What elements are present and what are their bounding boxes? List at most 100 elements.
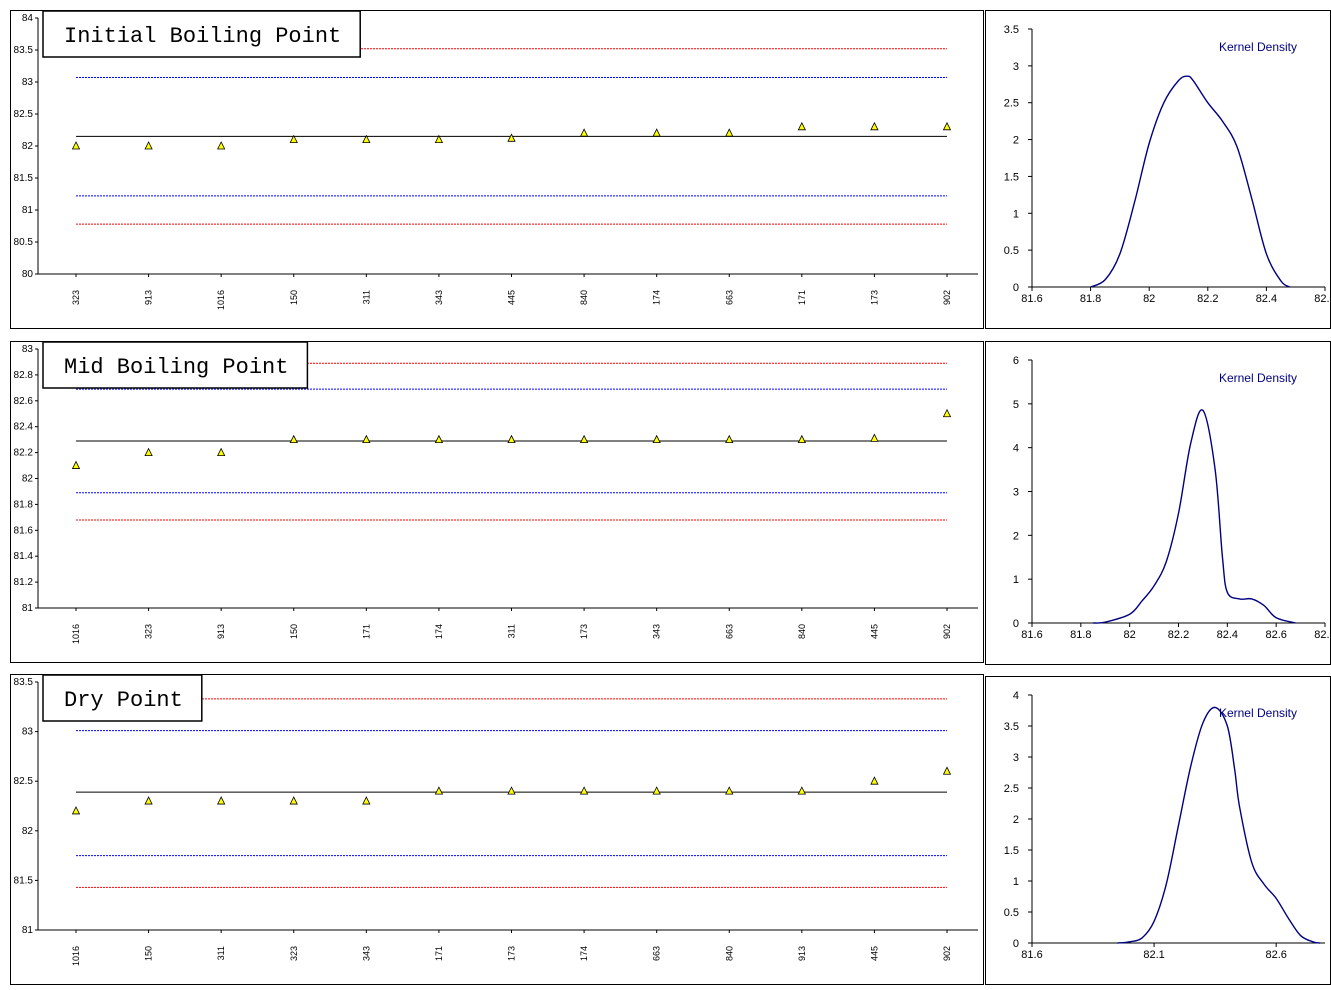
y-tick-label: 84 (22, 13, 34, 24)
y-tick-label: 1 (1013, 574, 1019, 586)
y-tick-label: 81 (22, 205, 34, 216)
density-chart-svg: 0 0.5 1 1.5 2 2.5 3 3.5 4 81.6 82.1 82.6 Kernel Dens… (985, 676, 1331, 985)
x-tick-label: 445 (507, 290, 517, 305)
x-tick-label: 171 (797, 290, 807, 305)
x-tick-label: 663 (724, 290, 734, 305)
data-point (71, 141, 81, 150)
x-tick-label: 323 (71, 290, 81, 305)
y-tick-label: 83.5 (14, 677, 34, 688)
x-tick-label: 445 (869, 624, 879, 639)
x-tick-label: 343 (652, 624, 662, 639)
data-point (217, 796, 226, 805)
x-tick-label: 81.6 (1021, 293, 1042, 305)
data-point (797, 121, 806, 131)
y-tick-label: 81 (22, 925, 34, 936)
x-tick-label: 174 (579, 946, 589, 961)
data-point (942, 766, 952, 775)
y-tick-label: 2.5 (1004, 783, 1019, 795)
data-point (652, 128, 661, 137)
data-point (362, 134, 371, 144)
data-point (725, 434, 734, 444)
y-tick-label: 83 (22, 727, 34, 738)
y-tick-label: 83.5 (14, 45, 34, 56)
data-point (217, 141, 226, 150)
data-point (652, 434, 661, 444)
x-tick-label: 173 (579, 624, 589, 639)
chart-frame (10, 10, 984, 329)
y-tick-label: 3 (1013, 61, 1019, 73)
data-point (870, 776, 879, 785)
x-tick-label: 840 (724, 946, 734, 961)
y-tick-label: 2 (1013, 135, 1019, 147)
x-tick-label: 81.8 (1070, 629, 1091, 641)
y-tick-label: 0.5 (1004, 245, 1019, 257)
density-chart-mid-boiling: 0 1 2 3 4 5 6 81.6 81.8 82 82.2 82.4 82.6 82.8 Kernel … (985, 341, 1331, 665)
x-tick-label: 311 (216, 946, 226, 960)
y-tick-label: 2 (1013, 530, 1019, 542)
chart-frame (985, 676, 1331, 985)
title-box (42, 674, 203, 722)
x-tick-label: 902 (942, 946, 952, 961)
data-point (289, 134, 298, 144)
data-point (579, 128, 589, 137)
y-tick-label: 1 (1013, 208, 1019, 220)
title-box (42, 341, 309, 389)
chart-frame (10, 341, 984, 663)
x-tick-label: 173 (869, 290, 879, 305)
x-tick-label: 150 (289, 624, 299, 639)
y-tick-label: 83 (22, 77, 34, 88)
x-tick-label: 1016 (216, 290, 226, 310)
control-chart-initial-boiling: 80 80.5 81 81.5 82 82.5 83 83.5 84 323 913 1016 150 3… (10, 10, 984, 329)
x-tick-label: 81.6 (1021, 949, 1042, 961)
y-tick-label: 0 (1013, 282, 1019, 294)
y-tick-label: 80.5 (14, 237, 34, 248)
control-chart-mid-boiling: 81 81.2 81.4 81.6 81.8 82 82.2 82.4 82.6 82.8 83 10… (10, 341, 984, 663)
y-tick-label: 82.2 (14, 448, 34, 459)
x-tick-label: 82.8 (1314, 629, 1331, 641)
chart-frame (985, 10, 1331, 329)
y-tick-label: 81.4 (14, 551, 34, 562)
y-tick-label: 3 (1013, 487, 1019, 499)
data-point (434, 434, 444, 444)
data-point (652, 786, 661, 795)
legend-label: Kernel Density (1219, 706, 1297, 720)
y-tick-label: 0 (1013, 618, 1019, 630)
y-tick-label: 81.6 (14, 525, 34, 536)
control-chart-svg: 80 80.5 81 81.5 82 82.5 83 83.5 84 323 913 1016 150 3… (10, 10, 984, 329)
y-tick-label: 2.5 (1004, 98, 1019, 110)
chart-frame (985, 341, 1331, 665)
density-chart-initial-boiling: 0 0.5 1 1.5 2 2.5 3 3.5 81.6 81.8 82 82.2 82.4 82.6 Ke… (985, 10, 1331, 329)
y-tick-label: 3.5 (1004, 24, 1019, 36)
data-point (507, 133, 516, 142)
y-tick-label: 1 (1013, 876, 1019, 888)
data-point (71, 806, 81, 815)
y-tick-label: 83 (22, 344, 34, 355)
data-point (507, 786, 516, 795)
legend-label: Kernel Density (1219, 40, 1297, 54)
y-tick-label: 82.8 (14, 370, 34, 381)
x-tick-label: 171 (434, 946, 444, 961)
x-tick-label: 150 (144, 946, 154, 961)
chart-title: Dry Point (64, 688, 183, 713)
data-point (942, 121, 952, 131)
data-point (870, 433, 879, 442)
x-tick-label: 82.2 (1197, 293, 1218, 305)
chart-title: Initial Boiling Point (64, 24, 341, 49)
density-curve (1117, 706, 1321, 944)
x-tick-label: 343 (434, 290, 444, 305)
density-chart-svg: 0 0.5 1 1.5 2 2.5 3 3.5 81.6 81.8 82 82.2 82.4 82.6 Ke… (985, 10, 1331, 329)
data-point (725, 786, 734, 795)
x-tick-label: 840 (797, 624, 807, 639)
data-point (71, 460, 81, 469)
y-tick-label: 82.5 (14, 109, 34, 120)
chart-frame (10, 674, 984, 985)
x-tick-label: 82.6 (1265, 949, 1286, 961)
control-chart-svg: 81 81.2 81.4 81.6 81.8 82 82.2 82.4 82.6 82.8 83 10… (10, 341, 984, 663)
y-tick-label: 81.5 (14, 173, 34, 184)
data-point (942, 408, 952, 418)
x-tick-label: 82.4 (1217, 629, 1238, 641)
data-point (434, 786, 444, 795)
y-tick-label: 80 (22, 269, 34, 280)
x-tick-label: 1016 (71, 946, 81, 966)
data-point (434, 134, 444, 144)
